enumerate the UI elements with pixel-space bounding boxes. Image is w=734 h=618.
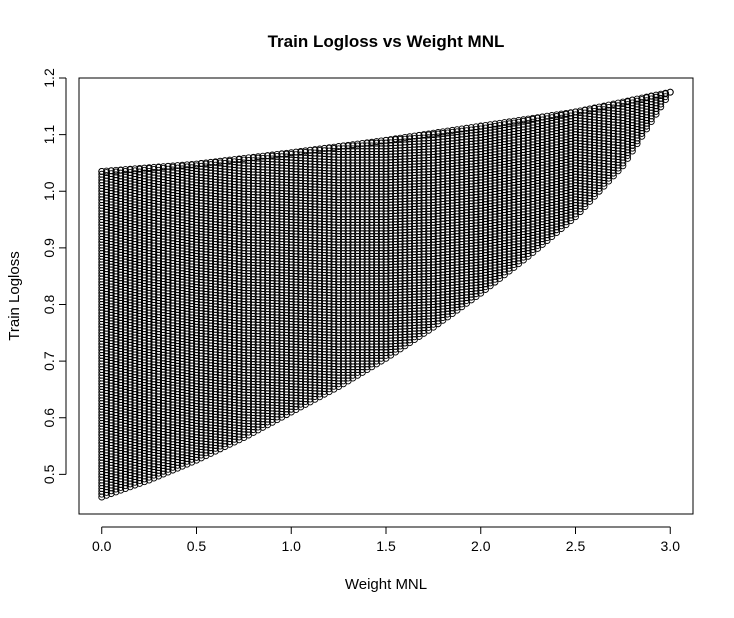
chart-title: Train Logloss vs Weight MNL xyxy=(268,32,505,51)
data-point xyxy=(112,171,120,179)
data-point xyxy=(136,168,144,176)
data-point xyxy=(107,167,115,175)
data-point xyxy=(136,165,144,172)
data-point xyxy=(117,166,125,174)
data-point xyxy=(126,165,134,173)
data-point xyxy=(131,170,139,178)
data-point xyxy=(107,170,115,178)
data-point xyxy=(103,171,110,179)
data-point xyxy=(98,167,106,175)
data-point xyxy=(98,170,106,178)
data-point xyxy=(117,169,125,177)
points-layer xyxy=(98,88,674,501)
data-point xyxy=(131,165,139,173)
plot-box xyxy=(78,77,694,515)
data-point xyxy=(126,169,134,177)
data-point xyxy=(121,170,129,178)
